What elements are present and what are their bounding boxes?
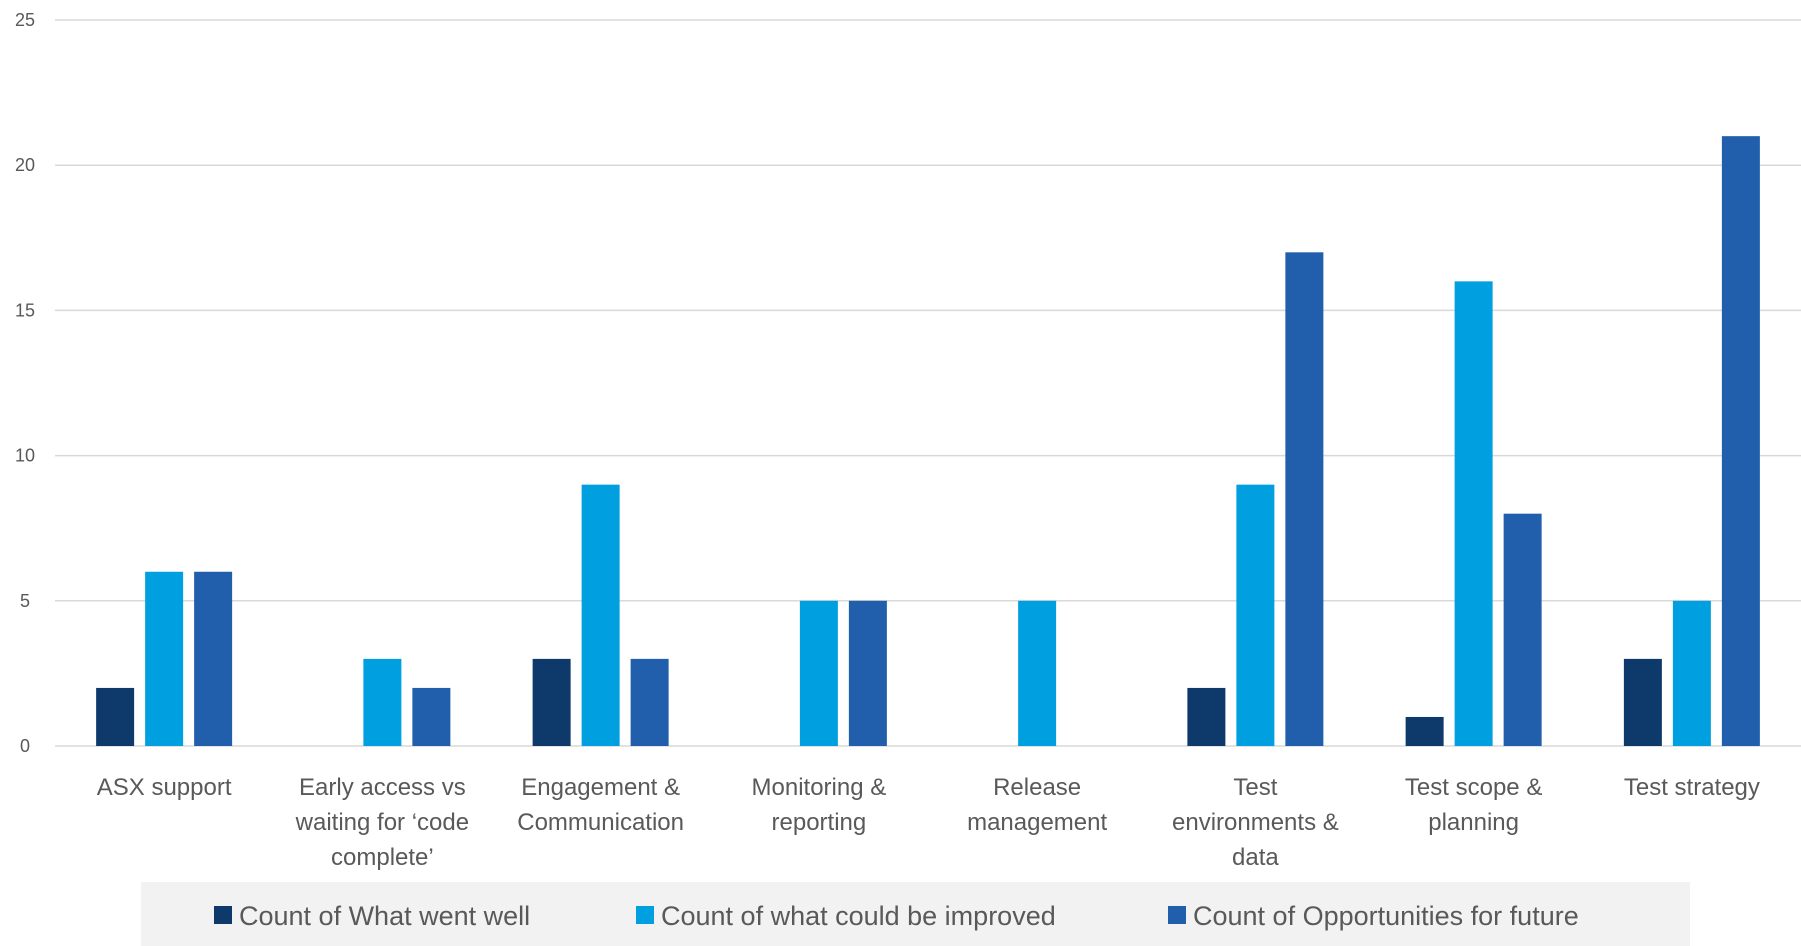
category-label-line: Test scope & — [1405, 774, 1542, 801]
y-tick-label: 5 — [20, 591, 30, 611]
category-label-line: waiting for ‘code — [295, 809, 469, 836]
legend-swatch — [636, 906, 654, 924]
category-label: Release management — [967, 774, 1107, 836]
y-tick-label: 15 — [15, 300, 35, 320]
y-tick-label: 10 — [15, 446, 35, 466]
bar-opportunities — [1721, 136, 1760, 746]
bar-opportunities — [412, 687, 451, 746]
legend: Count of What went well Count of what cou… — [141, 882, 1690, 946]
bar-opportunities — [194, 571, 233, 746]
bar-could-be-improved — [1236, 484, 1275, 746]
bar-could-be-improved — [1018, 600, 1057, 746]
bar-could-be-improved — [581, 484, 620, 746]
y-tick-label: 25 — [15, 10, 35, 30]
category-label: ASX support — [97, 774, 232, 801]
category-label-line: planning — [1428, 809, 1519, 836]
legend-label: Count of What went well — [239, 901, 530, 931]
bar-could-be-improved — [363, 658, 402, 746]
y-axis-tick-labels: 0 5 10 15 20 25 — [15, 10, 35, 756]
bar-went-well — [532, 658, 571, 746]
bar-went-well — [1405, 716, 1444, 746]
category-label-line: Engagement & — [521, 774, 680, 801]
bar-went-well — [1187, 687, 1226, 746]
category-label: Test environments & data — [1172, 774, 1339, 871]
category-label-line: Test — [1233, 774, 1277, 801]
bar-opportunities — [1285, 252, 1324, 746]
category-label-line: ASX support — [97, 774, 232, 801]
legend-swatch — [1168, 906, 1186, 924]
legend-label: Count of Opportunities for future — [1193, 901, 1579, 931]
category-label-line: Release — [993, 774, 1081, 801]
legend-background — [141, 882, 1690, 946]
x-axis-category-labels: ASX support Early access vs waiting for ‘c… — [97, 774, 1760, 871]
legend-label: Count of what could be improved — [661, 901, 1056, 931]
bar-went-well — [96, 687, 135, 746]
category-label: Monitoring & reporting — [752, 774, 887, 836]
bar-opportunities — [1503, 513, 1542, 746]
bar-opportunities — [848, 600, 887, 746]
category-label: Engagement & Communication — [517, 774, 684, 836]
bars — [96, 136, 1760, 746]
category-label-line: management — [967, 809, 1107, 836]
y-tick-label: 0 — [20, 736, 30, 756]
bar-could-be-improved — [1672, 600, 1711, 746]
category-label: Early access vs waiting for ‘code complete… — [295, 774, 469, 871]
bar-opportunities — [630, 658, 669, 746]
legend-swatch — [214, 906, 232, 924]
category-label-line: Early access vs — [299, 774, 466, 801]
y-tick-label: 20 — [15, 155, 35, 175]
legend-item-could-be-improved: Count of what could be improved — [636, 901, 1056, 931]
legend-item-opportunities: Count of Opportunities for future — [1168, 901, 1579, 931]
category-label-line: reporting — [772, 809, 867, 836]
category-label: Test scope & planning — [1405, 774, 1542, 836]
legend-item-went-well: Count of What went well — [214, 901, 530, 931]
bar-went-well — [1623, 658, 1662, 746]
category-label-line: Communication — [517, 809, 684, 836]
bar-could-be-improved — [1454, 281, 1493, 746]
bar-could-be-improved — [799, 600, 838, 746]
category-label-line: environments & — [1172, 809, 1339, 836]
bar-could-be-improved — [145, 571, 184, 746]
category-label-line: data — [1232, 844, 1279, 871]
category-label-line: Test strategy — [1624, 774, 1760, 801]
category-label: Test strategy — [1624, 774, 1760, 801]
category-label-line: Monitoring & — [752, 774, 887, 801]
category-label-line: complete’ — [331, 844, 434, 871]
